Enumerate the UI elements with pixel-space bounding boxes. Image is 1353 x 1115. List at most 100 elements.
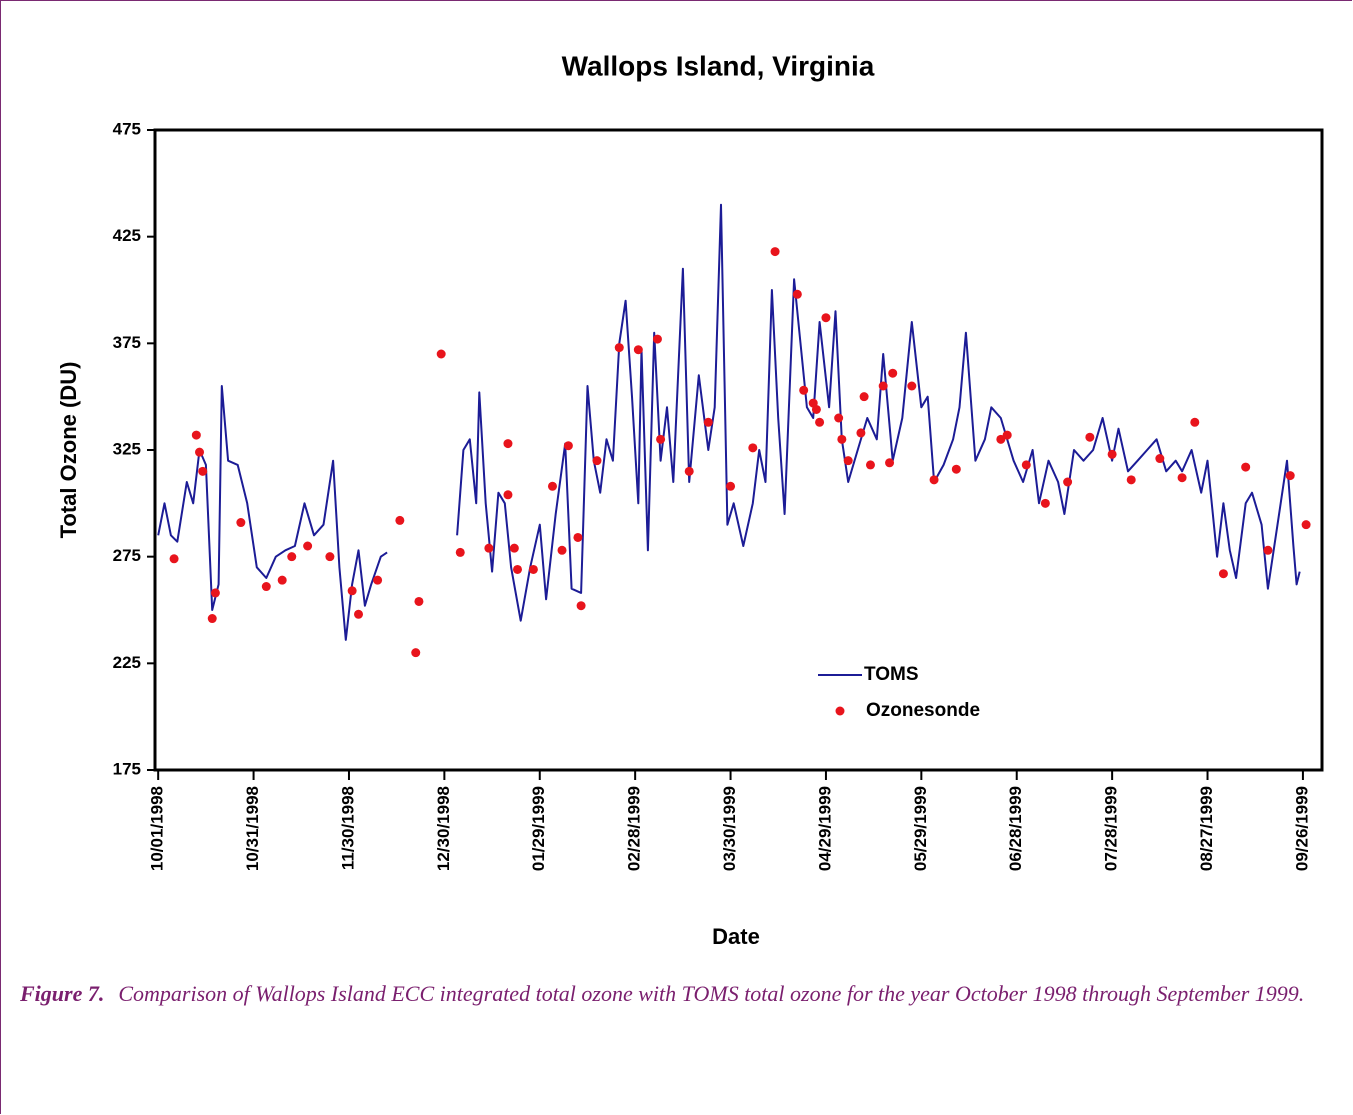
caption-text: Comparison of Wallops Island ECC integra…: [118, 981, 1305, 1006]
y-tick-label: 325: [113, 439, 141, 458]
x-tick-label: 10/31/1998: [243, 786, 262, 871]
ozonesonde-point: [885, 458, 895, 468]
ozonesonde-point: [198, 466, 208, 476]
x-tick-label: 05/29/1999: [911, 786, 930, 871]
ozonesonde-point: [951, 464, 961, 474]
ozonesonde-point: [633, 345, 643, 355]
ozonesonde-point: [684, 466, 694, 476]
ozonesonde-point: [726, 481, 736, 491]
ozonesonde-point: [792, 289, 802, 299]
x-tick-label: 01/29/1999: [529, 786, 548, 871]
ozonesonde-point: [509, 543, 519, 553]
ozonesonde-point: [703, 417, 713, 427]
ozonesonde-point: [287, 552, 297, 562]
legend-label: Ozonesonde: [866, 700, 980, 721]
ozonesonde-point: [1085, 432, 1095, 442]
ozonesonde-point: [1285, 471, 1295, 481]
ozonesonde-point: [207, 614, 217, 624]
ozonesonde-point: [347, 586, 357, 596]
ozonesonde-point: [411, 648, 421, 658]
ozonesonde-point: [1177, 473, 1187, 483]
y-tick-label: 375: [113, 333, 141, 352]
ozonesonde-point: [821, 313, 831, 323]
ozonesonde-point: [210, 588, 220, 598]
ozonesonde-point: [929, 475, 939, 485]
x-tick-label: 02/28/1999: [625, 786, 644, 871]
ozonesonde-point: [799, 385, 809, 395]
ozonesonde-point: [557, 545, 567, 555]
ozonesonde-point: [907, 381, 917, 391]
ozonesonde-point: [1190, 417, 1200, 427]
ozonesonde-point: [513, 564, 523, 574]
ozonesonde-point: [996, 434, 1006, 444]
ozonesonde-point: [1040, 498, 1050, 508]
ozonesonde-point: [1107, 449, 1117, 459]
ozonesonde-point: [528, 564, 538, 574]
ozonesonde-point: [815, 417, 825, 427]
y-tick-label: 275: [113, 546, 141, 565]
ozonesonde-point: [1021, 460, 1031, 470]
legend-swatch: [835, 706, 845, 716]
y-tick-label: 425: [113, 226, 141, 245]
ozonesonde-point: [592, 456, 602, 466]
ozonesonde-point: [373, 575, 383, 585]
ozonesonde-point: [191, 430, 201, 440]
caption: Figure 7. Comparison of Wallops Island EC…: [20, 978, 1330, 1010]
y-axis-label: Total Ozone (DU): [56, 362, 81, 539]
ozonesonde-point: [1301, 520, 1311, 530]
x-tick-label: 09/26/1999: [1292, 786, 1311, 871]
x-tick-label: 11/30/1998: [338, 786, 357, 870]
chart: Wallops Island, Virginia Date Total Ozon…: [56, 50, 1324, 949]
x-tick-label: 10/01/1998: [148, 786, 167, 871]
ozonesonde-point: [811, 404, 821, 414]
ozonesonde-point: [169, 554, 179, 564]
toms-line: [157, 203, 1301, 641]
ozonesonde-point: [843, 456, 853, 466]
ozonesonde-point: [354, 609, 364, 619]
ozonesonde-point: [652, 334, 662, 344]
ozonesonde-point: [277, 575, 287, 585]
ozonesonde-point: [1155, 454, 1165, 464]
x-tick-label: 12/30/1998: [434, 786, 453, 871]
y-tick-label: 175: [113, 759, 141, 778]
ozonesonde-point: [414, 596, 424, 606]
ozonesonde-point: [878, 381, 888, 391]
ozonesonde-point: [325, 552, 335, 562]
legend-label: TOMS: [864, 664, 919, 685]
caption-label: Figure 7.: [20, 981, 105, 1006]
ozonesonde-point: [261, 582, 271, 592]
ozonesonde-point: [503, 490, 513, 500]
ozonesonde-point: [547, 481, 557, 491]
x-tick-label: 04/29/1999: [815, 786, 834, 871]
ozonesonde-point: [563, 441, 573, 451]
ozonesonde-point: [503, 439, 513, 449]
ozonesonde-point: [576, 601, 586, 611]
x-tick-label: 06/28/1999: [1006, 786, 1025, 871]
x-tick-label: 03/30/1999: [720, 786, 739, 871]
ozonesonde-point: [614, 343, 624, 353]
ozonesonde-point: [1002, 430, 1012, 440]
x-tick-label: 07/28/1999: [1102, 786, 1121, 871]
x-tick-label: 08/27/1999: [1197, 786, 1216, 871]
chart-title: Wallops Island, Virginia: [562, 50, 875, 81]
ozonesonde-point: [859, 392, 869, 402]
ozonesonde-point: [455, 547, 465, 557]
y-tick-label: 475: [113, 119, 141, 138]
ozonesonde-point: [1218, 569, 1228, 579]
ozonesonde-point: [856, 428, 866, 438]
ozonesonde-point: [865, 460, 875, 470]
ozonesonde-point: [1063, 477, 1073, 487]
ozonesonde-point: [436, 349, 446, 359]
ozonesonde-point: [770, 247, 780, 257]
ozonesonde-point: [303, 541, 313, 551]
ozonesonde-point: [837, 434, 847, 444]
ozonesonde-point: [395, 515, 405, 525]
ozonesonde-point: [1263, 545, 1273, 555]
ozonesonde-point: [656, 434, 666, 444]
ozonesonde-point: [748, 443, 758, 453]
y-tick-label: 225: [113, 653, 141, 672]
ozonesonde-point: [195, 447, 205, 457]
ozonesonde-point: [834, 413, 844, 423]
ozonesonde-point: [1126, 475, 1136, 485]
